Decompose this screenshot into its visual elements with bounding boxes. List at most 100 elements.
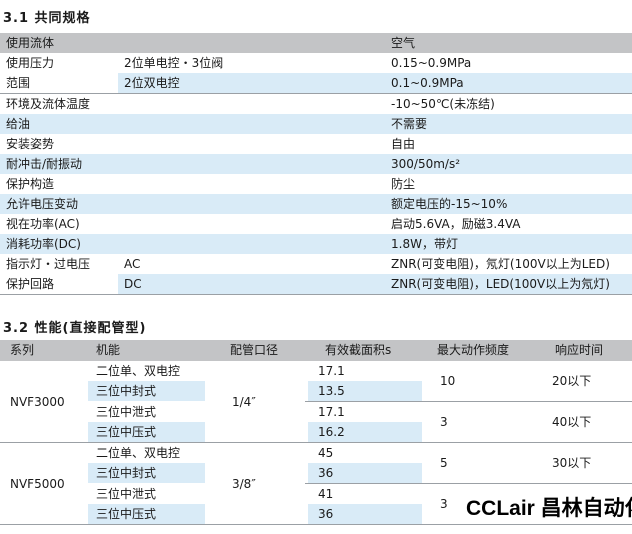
table-header-row: 系列 机能 配管口径 有效截面积s 最大动作频度 响应时间 (0, 340, 632, 361)
spec-label: 给油 (0, 114, 386, 134)
area-value: 13.5 (308, 381, 422, 401)
spec-value: 启动5.6VA，励磁3.4VA (391, 217, 521, 231)
spec-label: 使用压力 范围 (0, 53, 118, 94)
area-cell: 16.2 (305, 422, 430, 443)
spec-value: 1.8W，带灯 (385, 234, 632, 254)
section-title-common-specs: 3.1 共同规格 (3, 11, 91, 26)
watermark-text: CCLair 昌林自动化 (466, 497, 632, 520)
spec-label: 环境及流体温度 (6, 97, 91, 111)
spec-value: 300/50m/s² (385, 154, 632, 174)
table-row: 2位双电控 0.1~0.9MPa (0, 73, 632, 94)
spec-label: 视在功率(AC) (6, 217, 80, 231)
table-row: 允许电压变动 额定电压的-15~10% (0, 194, 632, 214)
spec-label-line: 范围 (6, 76, 31, 90)
area-cell: 41 (305, 484, 430, 505)
spec-label: 安装姿势 (6, 137, 55, 151)
area-value: 16.2 (308, 422, 422, 442)
spec-label: 使用流体 (0, 33, 386, 53)
area-cell: 45 (305, 443, 430, 464)
spec-label: 指示灯・过电压 保护回路 (0, 254, 118, 295)
function-cell: 三位中封式 (85, 463, 225, 484)
spec-value: 额定电压的-15~10% (385, 194, 632, 214)
area-cell: 36 (305, 504, 430, 525)
col-header-response-time: 响应时间 (545, 340, 632, 361)
common-specs-table: 使用流体 空气 使用压力 范围 2位单电控・3位阀 0.15~0.9MPa 2位… (0, 33, 632, 295)
area-cell: 17.1 (305, 402, 430, 423)
area-value: 17.1 (318, 364, 345, 378)
table-row: 视在功率(AC) 启动5.6VA，励磁3.4VA (0, 214, 632, 234)
spec-value: 自由 (391, 137, 416, 151)
table-row: NVF3000 二位单、双电控 1/4″ 17.1 10 20以下 (0, 361, 632, 443)
frequency-cell: 3 (430, 401, 545, 443)
function-label: 二位单、双电控 (96, 446, 181, 460)
table-row: 三位中封式 36 (0, 463, 632, 484)
spec-label-line: 使用压力 (6, 56, 55, 70)
function-cell: 三位中封式 (85, 381, 225, 402)
col-header-port-size: 配管口径 (225, 340, 305, 361)
function-label: 三位中泄式 (96, 404, 157, 419)
area-value: 41 (318, 487, 334, 501)
table-row: 三位中压式 16.2 (0, 422, 632, 443)
function-label: 三位中压式 (88, 504, 205, 524)
spec-label: 保护构造 (6, 177, 55, 191)
spec-value: 防尘 (391, 177, 416, 191)
table-row: 三位中压式 36 (0, 504, 632, 525)
spec-label: 消耗功率(DC) (0, 234, 386, 254)
area-value: 36 (308, 504, 422, 524)
spec-sublabel: DC (118, 274, 386, 295)
area-cell: 13.5 (305, 381, 430, 402)
table-row: 消耗功率(DC) 1.8W，带灯 (0, 234, 632, 254)
function-cell: 三位中泄式 (85, 484, 225, 505)
spec-label-line: 指示灯・过电压 (6, 257, 91, 271)
col-header-series: 系列 (0, 340, 85, 361)
frequency-cell: 3 (430, 483, 545, 525)
series-cell: NVF3000 (0, 361, 85, 443)
function-cell: 二位单、双电控 (85, 361, 225, 381)
table-row: DC ZNR(可变电阻)，LED(100V以上为氖灯) (0, 274, 632, 295)
area-cell: 36 (305, 463, 430, 484)
function-label: 三位中封式 (88, 463, 205, 484)
spec-label-line: 保护回路 (6, 277, 55, 291)
spec-value: 0.1~0.9MPa (385, 73, 632, 94)
spec-value: ZNR(可变电阻)，氖灯(100V以上为LED) (391, 257, 610, 271)
spec-sublabel: AC (124, 257, 141, 271)
function-label: 二位单、双电控 (96, 364, 181, 378)
area-value: 45 (318, 446, 334, 460)
function-label: 三位中泄式 (96, 486, 157, 501)
col-header-function: 机能 (85, 340, 225, 361)
response-time-cell: 30以下 (545, 442, 632, 484)
spec-sublabel: 2位单电控・3位阀 (124, 56, 224, 70)
table-row: 使用压力 范围 2位单电控・3位阀 0.15~0.9MPa (0, 53, 632, 94)
response-time-cell: 20以下 (545, 361, 632, 402)
table-row: 三位中泄式 17.1 3 40以下 (0, 401, 632, 443)
table-row: 给油 不需要 (0, 114, 632, 134)
function-cell: 三位中压式 (85, 422, 225, 443)
col-header-max-frequency: 最大动作频度 (430, 340, 545, 361)
table-row: 耐冲击/耐振动 300/50m/s² (0, 154, 632, 174)
table-row: 保护构造 防尘 (0, 174, 632, 194)
performance-table: 系列 机能 配管口径 有效截面积s 最大动作频度 响应时间 NVF3000 二位… (0, 340, 632, 525)
function-cell: 三位中泄式 (85, 402, 225, 423)
table-row: 三位中泄式 41 3 (0, 483, 632, 525)
spec-value: 0.15~0.9MPa (391, 56, 472, 70)
table-row: 使用流体 空气 (0, 33, 632, 53)
spec-label: 允许电压变动 (0, 194, 386, 214)
spec-value: ZNR(可变电阻)，LED(100V以上为氖灯) (385, 274, 632, 295)
area-value: 36 (308, 463, 422, 483)
spec-value: -10~50℃(未冻结) (391, 97, 495, 111)
col-header-effective-area: 有效截面积s (305, 340, 430, 361)
section-title-performance: 3.2 性能(直接配管型) (3, 321, 147, 336)
port-size-cell: 1/4″ (225, 361, 305, 443)
function-cell: 二位单、双电控 (85, 443, 225, 464)
frequency-cell: 5 (430, 442, 545, 484)
spec-value: 不需要 (385, 114, 632, 134)
series-cell: NVF5000 (0, 442, 85, 525)
table-row: 环境及流体温度 -10~50℃(未冻结) (0, 94, 632, 115)
spec-sublabel: 2位双电控 (118, 73, 386, 94)
frequency-cell: 10 (430, 361, 545, 402)
spec-value: 空气 (385, 33, 632, 53)
table-row: 安装姿势 自由 (0, 134, 632, 154)
table-row: NVF5000 二位单、双电控 3/8″ 45 5 30以下 (0, 442, 632, 525)
table-row: 指示灯・过电压 保护回路 AC ZNR(可变电阻)，氖灯(100V以上为LED) (0, 254, 632, 295)
